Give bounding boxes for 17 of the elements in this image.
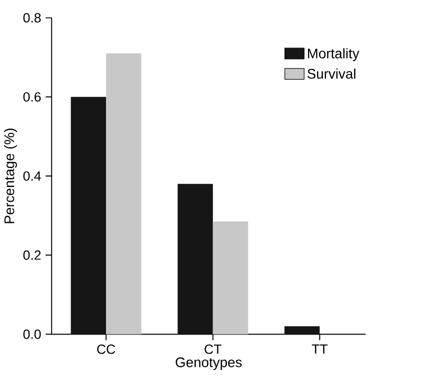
y-axis-title: Percentage (%) <box>4 128 17 223</box>
x-axis-title: Genotypes <box>176 357 242 370</box>
x-tick-label: CC <box>97 344 116 354</box>
y-tick-label: 0.8 <box>23 12 41 22</box>
bar <box>284 326 320 334</box>
x-tick-label: CT <box>204 344 222 354</box>
bar <box>106 53 142 334</box>
bar <box>178 184 213 334</box>
bar <box>70 96 106 334</box>
y-tick-label: 0.0 <box>23 329 41 339</box>
y-tick-label: 0.4 <box>23 171 41 181</box>
legend-label: Survival <box>307 68 356 79</box>
bar <box>212 221 248 334</box>
y-tick-label: 0.2 <box>23 250 41 260</box>
x-tick-label: TT <box>312 344 328 354</box>
y-tick-label: 0.6 <box>23 92 41 102</box>
legend-label: Mortality <box>308 48 360 61</box>
